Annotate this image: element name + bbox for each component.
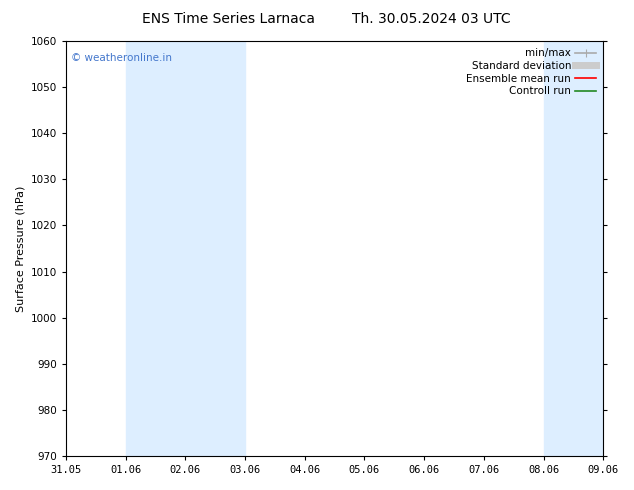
Legend: min/max, Standard deviation, Ensemble mean run, Controll run: min/max, Standard deviation, Ensemble me…: [464, 46, 598, 98]
Text: © weatheronline.in: © weatheronline.in: [71, 53, 172, 64]
Text: ENS Time Series Larnaca: ENS Time Series Larnaca: [142, 12, 314, 26]
Bar: [543, 41, 604, 456]
Y-axis label: Surface Pressure (hPa): Surface Pressure (hPa): [15, 185, 25, 312]
Bar: [126, 41, 245, 456]
Text: Th. 30.05.2024 03 UTC: Th. 30.05.2024 03 UTC: [352, 12, 510, 26]
